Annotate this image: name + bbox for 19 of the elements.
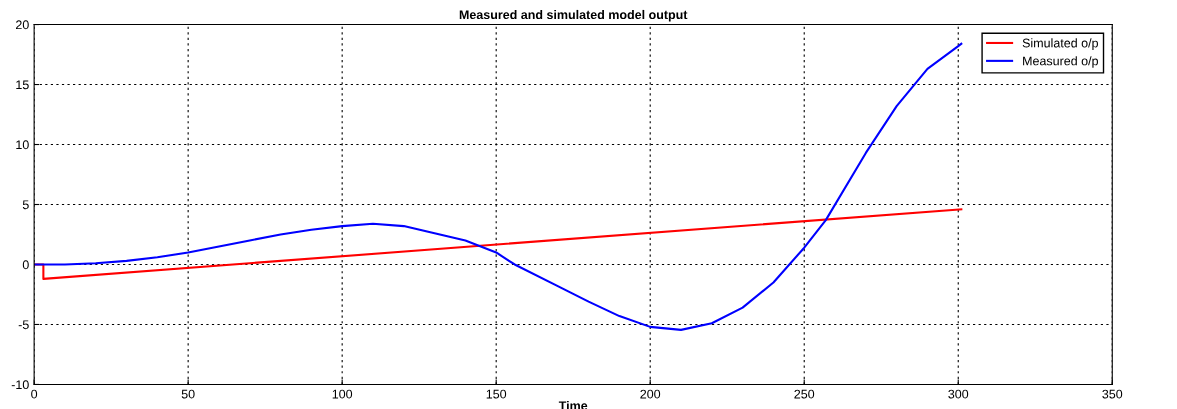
y-tick-label: 5 <box>22 200 29 210</box>
x-tick-label: 150 <box>486 389 507 399</box>
x-tick-label: 250 <box>794 389 815 399</box>
x-tick-label: 0 <box>31 389 38 399</box>
y-tick-label: -10 <box>11 380 29 390</box>
y-tick-label: -5 <box>18 320 29 330</box>
x-tick-label: 200 <box>640 389 661 399</box>
y-tick-label: 0 <box>22 260 29 270</box>
chart-title: Measured and simulated model output <box>459 9 688 22</box>
x-tick-label: 100 <box>332 389 353 399</box>
line-series <box>34 42 963 331</box>
y-tick-label: 15 <box>16 80 29 90</box>
legend-label: Simulated o/p <box>1022 38 1098 50</box>
x-tick-label: 50 <box>181 389 195 399</box>
y-tick-label: 10 <box>16 140 29 150</box>
legend-label: Measured o/p <box>1023 56 1098 68</box>
x-tick-label: 300 <box>948 389 969 399</box>
y-tick-label: 20 <box>16 20 29 30</box>
x-tick-label: 350 <box>1102 389 1123 399</box>
